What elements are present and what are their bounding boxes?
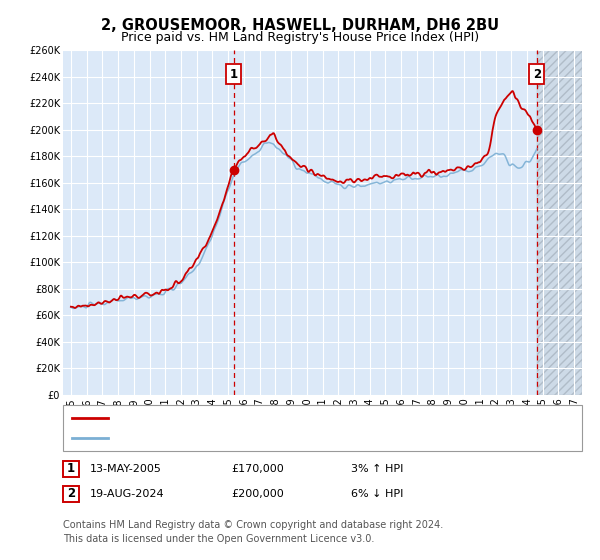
Text: £170,000: £170,000 xyxy=(231,464,284,474)
Text: 13-MAY-2005: 13-MAY-2005 xyxy=(90,464,162,474)
Text: 2: 2 xyxy=(533,68,541,81)
Text: 19-AUG-2024: 19-AUG-2024 xyxy=(90,489,164,499)
Bar xyxy=(537,50,582,395)
Text: 3% ↑ HPI: 3% ↑ HPI xyxy=(351,464,403,474)
Text: 6% ↓ HPI: 6% ↓ HPI xyxy=(351,489,403,499)
Text: 1: 1 xyxy=(67,462,75,475)
Text: £200,000: £200,000 xyxy=(231,489,284,499)
Text: 2, GROUSEMOOR, HASWELL, DURHAM, DH6 2BU: 2, GROUSEMOOR, HASWELL, DURHAM, DH6 2BU xyxy=(101,18,499,33)
Text: 1: 1 xyxy=(230,68,238,81)
Text: 2: 2 xyxy=(67,487,75,501)
Bar xyxy=(537,50,582,395)
Text: HPI: Average price, detached house, County Durham: HPI: Average price, detached house, Coun… xyxy=(113,433,407,443)
Text: 2, GROUSEMOOR, HASWELL, DURHAM, DH6 2BU (detached house): 2, GROUSEMOOR, HASWELL, DURHAM, DH6 2BU … xyxy=(113,413,486,423)
Text: Contains HM Land Registry data © Crown copyright and database right 2024.
This d: Contains HM Land Registry data © Crown c… xyxy=(63,520,443,544)
Text: Price paid vs. HM Land Registry's House Price Index (HPI): Price paid vs. HM Land Registry's House … xyxy=(121,31,479,44)
